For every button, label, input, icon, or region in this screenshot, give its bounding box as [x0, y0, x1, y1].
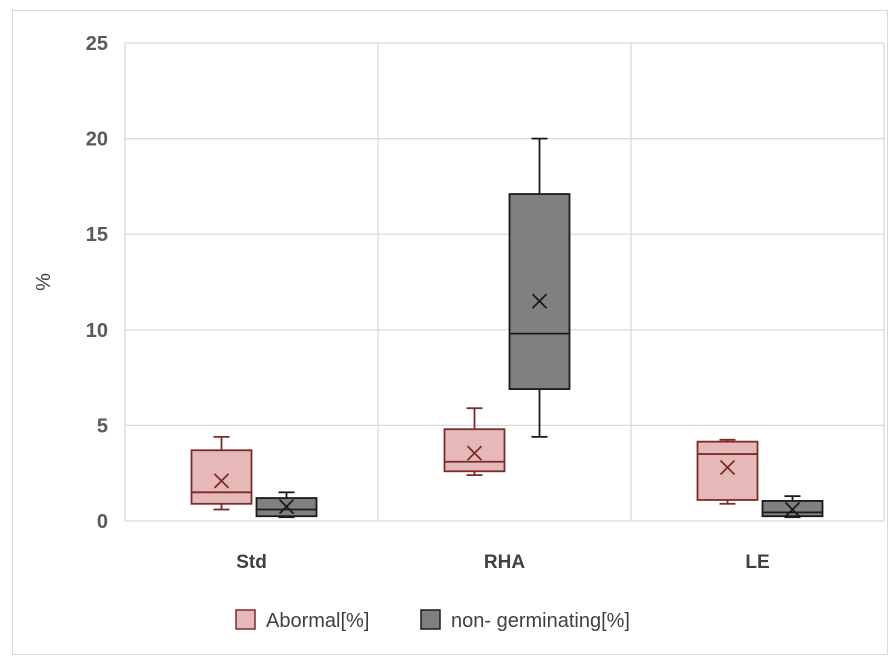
legend: Abormal[%] non- germinating[%] [235, 609, 630, 632]
y-axis-label: % [33, 273, 55, 291]
x-category-label-std: Std [236, 552, 267, 573]
legend-label-0: Abormal[%] [266, 610, 369, 632]
mean-marker [278, 499, 295, 515]
y-tick-label-0: 0 [97, 511, 108, 533]
y-axis-ticks: 0 5 10 15 20 25 [86, 33, 108, 533]
box-iqr [696, 440, 759, 501]
box-abormal-le [696, 438, 759, 505]
box-iqr [443, 428, 506, 473]
mean-marker [213, 473, 230, 489]
box-iqr [190, 449, 253, 505]
legend-swatch-0 [235, 609, 256, 630]
legend-label-1: non- germinating[%] [451, 610, 630, 632]
box-abormal-std [190, 435, 253, 511]
box-nongerminating-le [761, 495, 824, 519]
chart-frame [12, 10, 888, 655]
mean-marker [719, 459, 736, 476]
y-tick-label-3: 15 [86, 224, 108, 246]
x-axis-categories: Std RHA LE [236, 552, 769, 573]
x-category-label-le: LE [745, 552, 769, 573]
box-nongerminating-std [255, 491, 318, 519]
box-nongerminating-rha [508, 137, 571, 438]
y-tick-label-2: 10 [86, 320, 108, 342]
box-abormal-rha [443, 407, 506, 477]
legend-swatch-1 [420, 609, 441, 630]
y-tick-label-4: 20 [86, 129, 108, 151]
y-tick-label-5: 25 [86, 33, 108, 55]
x-category-label-rha: RHA [484, 552, 525, 573]
box-series [190, 137, 824, 519]
mean-marker [531, 293, 548, 309]
mean-marker [784, 501, 801, 518]
gridlines [124, 42, 885, 522]
box-iqr [508, 193, 571, 390]
y-tick-label-1: 5 [97, 415, 108, 437]
mean-marker [466, 445, 483, 461]
